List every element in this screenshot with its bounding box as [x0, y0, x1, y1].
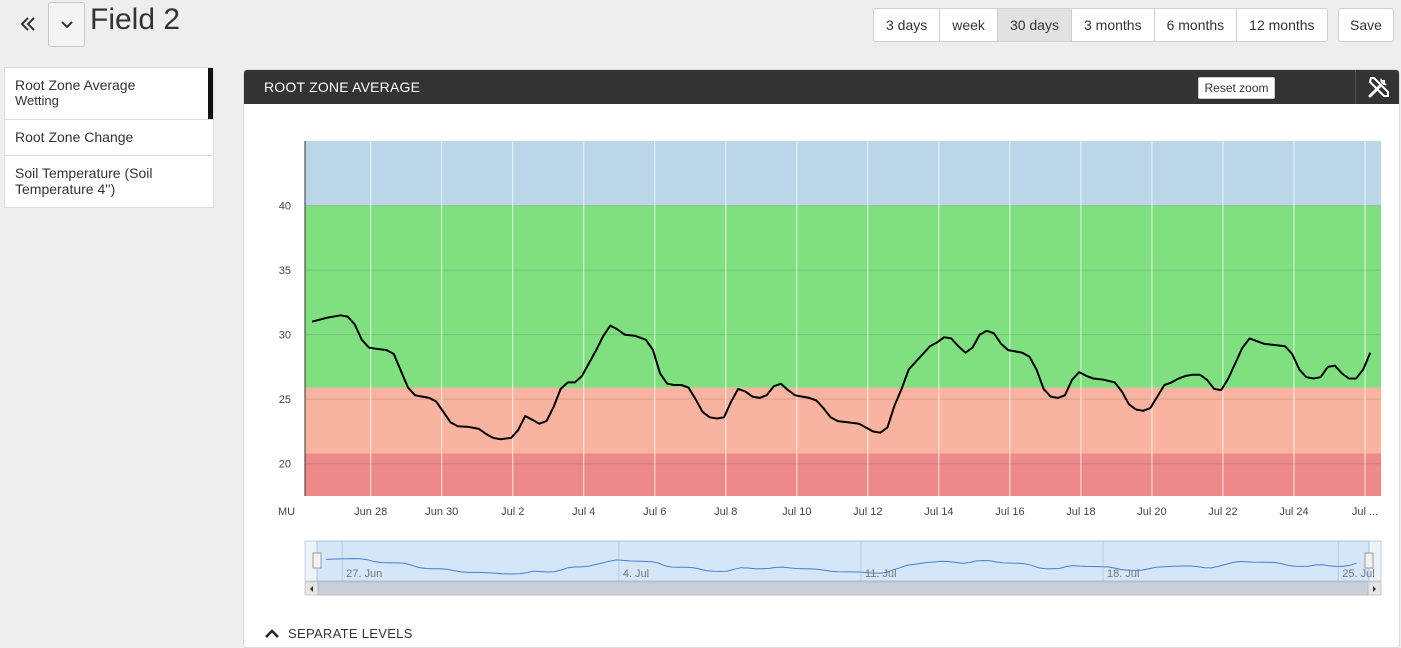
level-band-1	[305, 387, 1381, 454]
sidebar-item-soil-temperature[interactable]: Soil Temperature (Soil Temperature 4'')	[5, 156, 213, 207]
chart-panel: ROOT ZONE AVERAGE Reset zoom 20 25 30 35 40 M…	[243, 69, 1400, 648]
save-button[interactable]: Save	[1338, 8, 1394, 42]
tools-button[interactable]	[1355, 70, 1399, 104]
y-unit-label: MU	[278, 506, 295, 518]
scroll-left-arrow-icon[interactable]	[310, 586, 313, 592]
chevron-up-icon	[265, 628, 279, 638]
scrollbar-thumb[interactable]	[317, 581, 1369, 596]
navigator-label: 27. Jun	[346, 568, 382, 580]
y-tick-label: 40	[279, 201, 291, 213]
x-tick-label: Jun 28	[354, 506, 387, 518]
range-button-3-months[interactable]: 3 months	[1071, 9, 1155, 41]
root-zone-chart[interactable]: 20 25 30 35 40 MU Jun 28 Jun 30 Jul 2 Jul 4 Jul 6 J…	[244, 70, 1400, 600]
range-button-12-months[interactable]: 12 months	[1237, 9, 1327, 41]
level-band-0	[305, 453, 1381, 496]
x-tick-label: Jul 10	[782, 506, 811, 518]
navigator-selected-range[interactable]	[316, 540, 1370, 582]
reset-zoom-button[interactable]: Reset zoom	[1198, 77, 1275, 99]
time-range-selector: 3 days week 30 days 3 months 6 months 12 mont…	[873, 8, 1328, 42]
separate-levels-label: SEPARATE LEVELS	[288, 626, 413, 641]
x-tick-label: Jul 12	[853, 506, 882, 518]
x-tick-label: Jul 20	[1137, 506, 1166, 518]
sidebar-item-sublabel: Wetting	[15, 93, 59, 108]
x-tick-label: Jul ...	[1352, 506, 1378, 518]
sidebar: Root Zone Average Wetting Root Zone Chan…	[4, 67, 214, 208]
navigator-label: 11. Jul	[865, 568, 897, 580]
sidebar-item-label: Root Zone Change	[15, 129, 134, 145]
navigator-label: 4. Jul	[623, 568, 649, 580]
back-double-chevron-icon[interactable]	[14, 8, 42, 40]
scroll-right-arrow-icon[interactable]	[1373, 586, 1376, 592]
x-tick-label: Jun 30	[425, 506, 458, 518]
y-tick-label: 30	[279, 330, 291, 342]
level-band-2	[305, 205, 1381, 388]
chart-title: ROOT ZONE AVERAGE	[264, 79, 421, 95]
x-tick-label: Jul 16	[995, 506, 1024, 518]
field-dropdown-button[interactable]	[48, 2, 85, 47]
x-tick-label: Jul 6	[643, 506, 666, 518]
root-zone-average-line	[311, 314, 1372, 441]
x-tick-label: Jul 2	[501, 506, 524, 518]
range-button-30-days[interactable]: 30 days	[997, 9, 1072, 41]
navigator-label: 18. Jul	[1107, 568, 1139, 580]
range-button-week[interactable]: week	[940, 9, 998, 41]
x-tick-label: Jul 14	[924, 506, 953, 518]
y-tick-label: 35	[279, 265, 291, 277]
level-band-3	[305, 141, 1381, 206]
navigator-left-handle[interactable]	[312, 552, 322, 569]
sidebar-item-label: Root Zone Average	[15, 77, 136, 93]
sidebar-item-root-zone-average[interactable]: Root Zone Average Wetting	[5, 68, 213, 120]
page-title: Field 2	[90, 3, 181, 36]
range-button-3-days[interactable]: 3 days	[874, 9, 941, 41]
x-tick-label: Jul 22	[1208, 506, 1237, 518]
x-tick-label: Jul 8	[714, 506, 737, 518]
x-tick-label: Jul 4	[572, 506, 595, 518]
top-bar: Field 2 3 days week 30 days 3 months 6 month…	[0, 0, 1401, 48]
chart-panel-header: ROOT ZONE AVERAGE Reset zoom	[244, 70, 1399, 104]
sidebar-item-label: Soil Temperature (Soil Temperature 4'')	[15, 165, 153, 197]
sidebar-item-root-zone-change[interactable]: Root Zone Change	[5, 120, 213, 156]
navigator-right-handle[interactable]	[1364, 552, 1374, 569]
navigator-line	[325, 558, 1357, 575]
range-button-6-months[interactable]: 6 months	[1154, 9, 1238, 41]
chevron-down-icon	[60, 20, 73, 28]
x-tick-label: Jul 24	[1279, 506, 1308, 518]
separate-levels-toggle[interactable]: SEPARATE LEVELS	[264, 626, 413, 641]
navigator-label: 25. Jul	[1342, 568, 1374, 580]
tools-icon	[1368, 77, 1389, 98]
y-tick-label: 25	[279, 394, 291, 406]
y-tick-label: 20	[279, 459, 291, 471]
x-tick-label: Jul 18	[1066, 506, 1095, 518]
